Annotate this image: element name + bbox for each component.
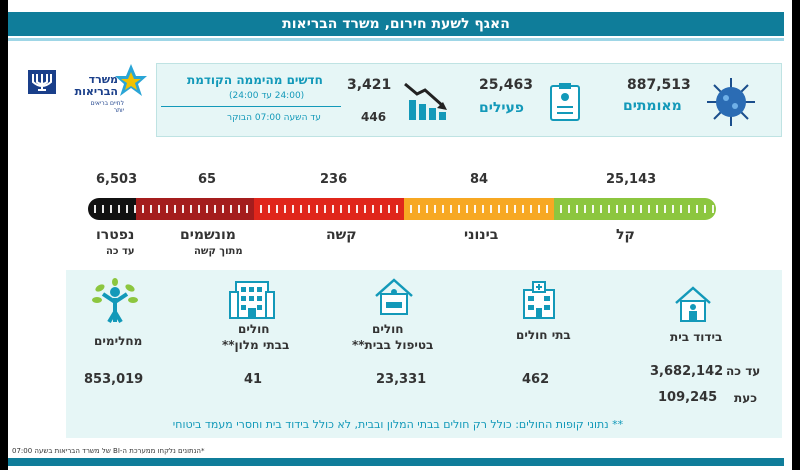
severe-label: קשה — [326, 227, 357, 243]
dashboard-frame: האגף לשעת חירום, משרד הבריאות משרד הבריא… — [8, 0, 792, 470]
severe-value: 236 — [320, 172, 348, 187]
logo-line1: משרד — [88, 73, 118, 86]
hotel-icon — [229, 281, 275, 319]
home-isolation-so-far-value: 3,682,142 — [650, 364, 724, 379]
ministry-logo: משרד הבריאות לחיים בריאים יותר — [28, 62, 148, 114]
new-cases-sublabel: (24:00 עד 24:00) — [229, 91, 305, 101]
confirmed-value: 887,513 — [627, 77, 691, 93]
chart-down-icon — [404, 82, 447, 120]
active-value: 25,463 — [479, 77, 534, 93]
header-divider — [8, 38, 784, 41]
recovered-label: מחלימים — [94, 334, 143, 348]
deceased-segment — [88, 198, 136, 220]
new-cases-today-label: עד השעה 07:00 הבוקר — [227, 113, 321, 123]
new-cases-label: חדשים מהיממה הקודמת — [187, 73, 323, 87]
hospitals-label: בתי חולים — [516, 328, 571, 342]
home-care-icon — [375, 278, 413, 315]
data-source-note: ** נתוני קופות החולים: כולל רק חולים בבת… — [172, 418, 624, 431]
moderate-label: בינוני — [464, 227, 499, 243]
page-title: האגף לשעת חירום, משרד הבריאות — [8, 12, 784, 36]
recovered-value: 853,019 — [84, 372, 144, 387]
house-person-icon — [675, 286, 711, 322]
home-care-label2: בטיפול בבית** — [352, 338, 434, 352]
ventilated-segment — [136, 198, 254, 220]
clipboard-icon — [550, 83, 580, 121]
deceased-value: 6,503 — [96, 172, 138, 187]
hotels-label1: חולים — [238, 322, 270, 336]
virus-icon — [707, 78, 755, 126]
deceased-sublabel: עד כה — [106, 246, 135, 257]
hospital-icon — [523, 281, 555, 319]
hospitals-value: 462 — [522, 372, 550, 387]
footer-bar — [8, 458, 784, 466]
mild-label: קל — [616, 227, 635, 243]
top-stats-panel: 887,513 מאומתים 25,463 פעילים 3,421 446 … — [156, 63, 782, 137]
severe-segment — [254, 198, 404, 220]
home-isolation-so-far-label: עד כה — [726, 364, 761, 378]
mild-segment — [554, 198, 716, 220]
deceased-label: נפטרו — [96, 227, 135, 243]
footer-note: *הנתונים נלקחו ממערכת ה-BI של משרד הבריא… — [12, 447, 205, 455]
home-isolation-label: בידוד בית — [670, 330, 723, 344]
recovered-person-icon — [92, 278, 138, 324]
logo-tagline: לחיים בריאים יותר — [90, 100, 124, 114]
new-cases-value: 3,421 — [347, 77, 392, 93]
ventilated-value: 65 — [198, 172, 217, 187]
ventilated-sublabel: מתוך קשה — [194, 246, 243, 257]
new-cases-divider — [161, 106, 341, 107]
star-icon — [115, 64, 147, 96]
home-care-value: 23,331 — [376, 372, 427, 387]
bottom-stats-panel: בידוד בית עד כה 3,682,142 כעת 109,245 בת… — [66, 270, 782, 438]
hotels-value: 41 — [244, 372, 263, 387]
home-care-label1: חולים — [372, 322, 404, 336]
severity-bar — [88, 198, 716, 220]
hotels-label2: בבתי מלון** — [222, 338, 290, 352]
home-isolation-now-value: 109,245 — [658, 390, 718, 405]
ventilated-label: מונשמים — [180, 227, 236, 243]
logo-text: משרד הבריאות — [74, 73, 118, 98]
active-label: פעילים — [479, 100, 524, 116]
mild-value: 25,143 — [606, 172, 657, 187]
new-cases-today-value: 446 — [361, 110, 387, 124]
logo-line2: הבריאות — [74, 85, 118, 98]
home-isolation-now-label: כעת — [734, 391, 757, 405]
confirmed-label: מאומתים — [623, 98, 682, 114]
moderate-segment — [404, 198, 554, 220]
menorah-icon — [28, 70, 56, 94]
moderate-value: 84 — [470, 172, 489, 187]
